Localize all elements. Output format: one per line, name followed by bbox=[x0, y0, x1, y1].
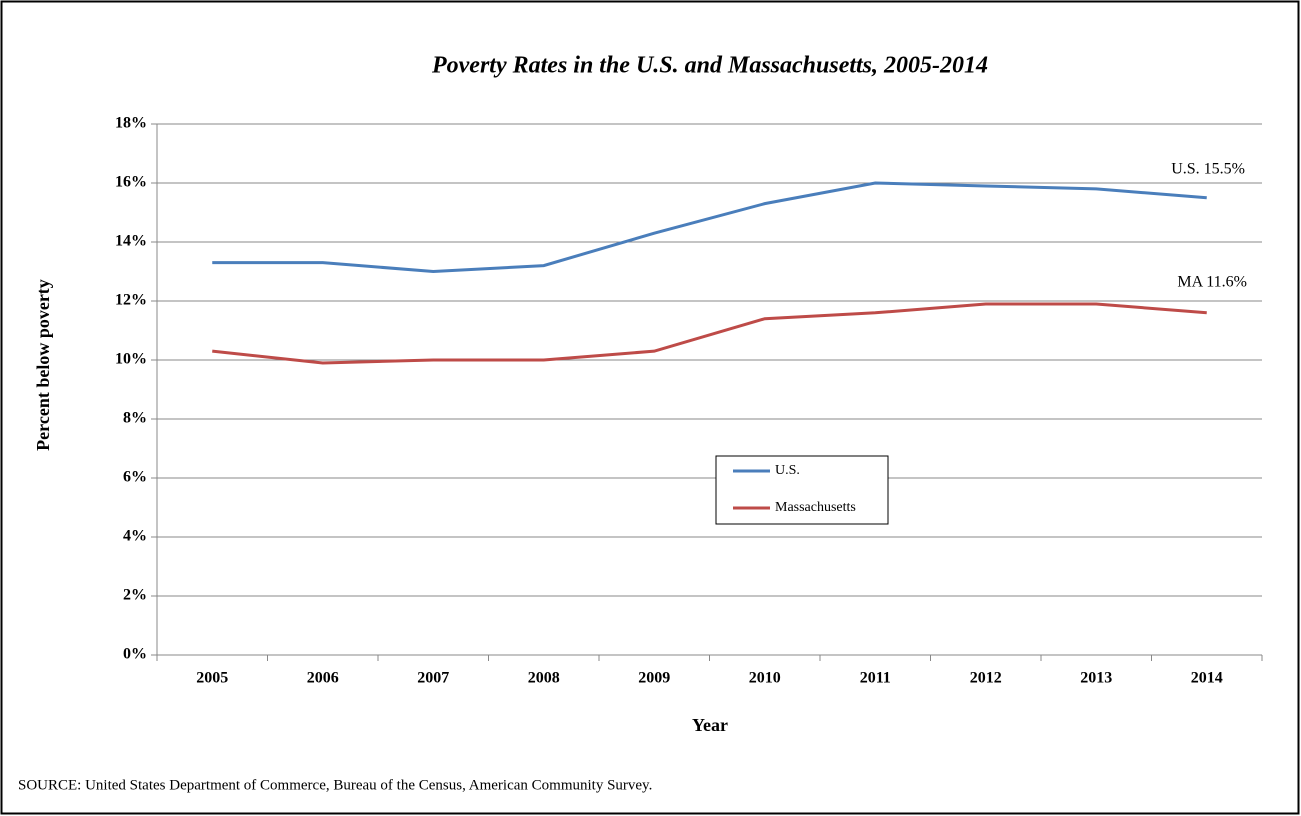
x-tick-label: 2013 bbox=[1080, 670, 1112, 687]
end-label: MA 11.6% bbox=[1177, 274, 1247, 291]
legend-label: Massachusetts bbox=[775, 500, 856, 515]
x-tick-label: 2011 bbox=[860, 670, 891, 687]
x-tick-label: 2010 bbox=[749, 670, 781, 687]
legend-label: U.S. bbox=[775, 463, 800, 478]
series-line bbox=[212, 302, 1207, 365]
y-tick-label: 18% bbox=[115, 115, 147, 132]
y-tick-label: 2% bbox=[123, 587, 147, 604]
x-tick-label: 2014 bbox=[1191, 670, 1223, 687]
legend-box bbox=[715, 455, 889, 525]
y-tick-label: 14% bbox=[115, 233, 147, 250]
x-tick-label: 2012 bbox=[970, 670, 1002, 687]
y-tick-label: 0% bbox=[123, 646, 147, 663]
y-axis-label: Percent below poverty bbox=[33, 279, 53, 451]
y-tick-label: 12% bbox=[115, 292, 147, 309]
x-tick-label: 2008 bbox=[528, 670, 560, 687]
x-tick-label: 2006 bbox=[307, 670, 339, 687]
x-tick-label: 2009 bbox=[638, 670, 670, 687]
y-tick-label: 6% bbox=[123, 469, 147, 486]
y-tick-label: 10% bbox=[115, 351, 147, 368]
x-tick-label: 2007 bbox=[417, 670, 449, 687]
chart-title: Poverty Rates in the U.S. and Massachuse… bbox=[431, 53, 988, 79]
y-tick-label: 4% bbox=[123, 528, 147, 545]
y-tick-label: 16% bbox=[115, 174, 147, 191]
series-line bbox=[212, 181, 1207, 274]
y-tick-label: 8% bbox=[123, 410, 147, 427]
x-tick-label: 2005 bbox=[196, 670, 228, 687]
x-axis-label: Year bbox=[692, 715, 728, 735]
source-note: SOURCE: United States Department of Comm… bbox=[18, 777, 652, 793]
end-label: U.S. 15.5% bbox=[1171, 161, 1245, 178]
